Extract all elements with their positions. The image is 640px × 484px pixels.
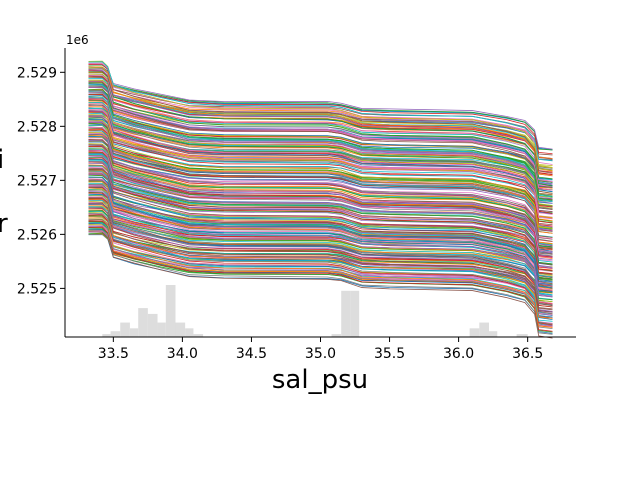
series-line-226 [88, 102, 553, 215]
x-tick-label-6: 36.5 [512, 346, 543, 362]
series-line-272 [88, 76, 553, 187]
histogram-bar-15 [479, 322, 489, 337]
histogram-bar-7 [165, 285, 176, 337]
y-axis-label-fragment-1: i [0, 145, 4, 175]
series-line-55 [88, 202, 553, 313]
series-line-265 [88, 81, 553, 194]
histogram-bar-1 [110, 331, 121, 337]
series-line-67 [88, 194, 553, 306]
series-line-33 [88, 214, 553, 326]
histogram-bar-0 [102, 334, 111, 337]
series-lines [88, 60, 553, 339]
histogram-bar-12 [341, 290, 351, 337]
series-line-125 [88, 161, 553, 266]
series-line-13 [88, 226, 553, 332]
y-tick-label-0: 2.525 [17, 281, 57, 297]
series-line-115 [88, 167, 553, 275]
y-ticks: 2.525 2.526 2.527 2.528 2.529 [17, 65, 65, 297]
series-line-100 [88, 176, 553, 289]
series-line-110 [88, 169, 553, 282]
series-line-216 [88, 109, 553, 220]
series-line-299 [88, 61, 553, 162]
series-line-198 [88, 119, 553, 229]
series-line-295 [88, 63, 553, 174]
y-tick-label-1: 2.526 [17, 227, 57, 243]
y-tick-label-3: 2.528 [17, 119, 57, 135]
x-tick-label-3: 35.0 [305, 346, 336, 362]
series-line-185 [88, 127, 553, 238]
x-axis-label: sal_psu [272, 365, 368, 395]
series-line-17 [88, 223, 553, 330]
histogram-bar-6 [157, 322, 166, 337]
series-line-134 [88, 155, 553, 261]
series-line-162 [88, 139, 553, 248]
histogram [102, 285, 528, 337]
x-tick-label-4: 35.5 [374, 346, 405, 362]
histogram-bar-13 [350, 290, 360, 337]
series-line-21 [88, 220, 553, 328]
histogram-bar-16 [488, 331, 498, 337]
series-line-105 [88, 173, 553, 285]
series-line-132 [88, 157, 553, 265]
series-line-174 [88, 133, 553, 247]
histogram-bar-9 [185, 328, 194, 337]
histogram-bar-8 [175, 322, 186, 337]
series-line-276 [88, 74, 553, 183]
histogram-bar-2 [120, 322, 130, 337]
x-tick-label-1: 34.0 [167, 346, 198, 362]
series-line-7 [88, 229, 553, 335]
histogram-bar-11 [331, 334, 342, 337]
y-tick-label-2: 2.527 [17, 173, 57, 189]
histogram-bar-17 [516, 334, 528, 337]
series-line-192 [88, 122, 553, 230]
y-offset-label: 1e6 [66, 33, 89, 47]
series-line-154 [88, 144, 553, 254]
series-line-45 [88, 207, 553, 315]
x-tick-label-5: 36.0 [443, 346, 474, 362]
histogram-bar-14 [469, 328, 480, 337]
series-line-252 [88, 88, 553, 201]
y-tick-label-4: 2.529 [17, 65, 57, 81]
series-line-284 [88, 69, 553, 177]
histogram-bar-5 [147, 313, 158, 337]
series-line-74 [88, 191, 553, 298]
series-line-37 [88, 212, 553, 325]
series-line-146 [88, 150, 553, 259]
x-tick-label-2: 34.5 [236, 346, 267, 362]
histogram-bar-3 [129, 328, 139, 337]
x-ticks: 33.5 34.0 34.5 35.0 35.5 36.0 36.5 [98, 337, 543, 362]
series-line-203 [88, 116, 553, 224]
series-line-291 [88, 66, 553, 177]
series-line-41 [88, 209, 553, 319]
y-axis-label-fragment-2: r [0, 209, 8, 239]
series-line-5 [88, 231, 553, 339]
x-tick-label-0: 33.5 [98, 346, 129, 362]
series-line-266 [88, 80, 553, 191]
series-line-227 [88, 101, 553, 210]
histogram-bar-10 [193, 334, 204, 337]
histogram-bar-4 [138, 308, 148, 337]
